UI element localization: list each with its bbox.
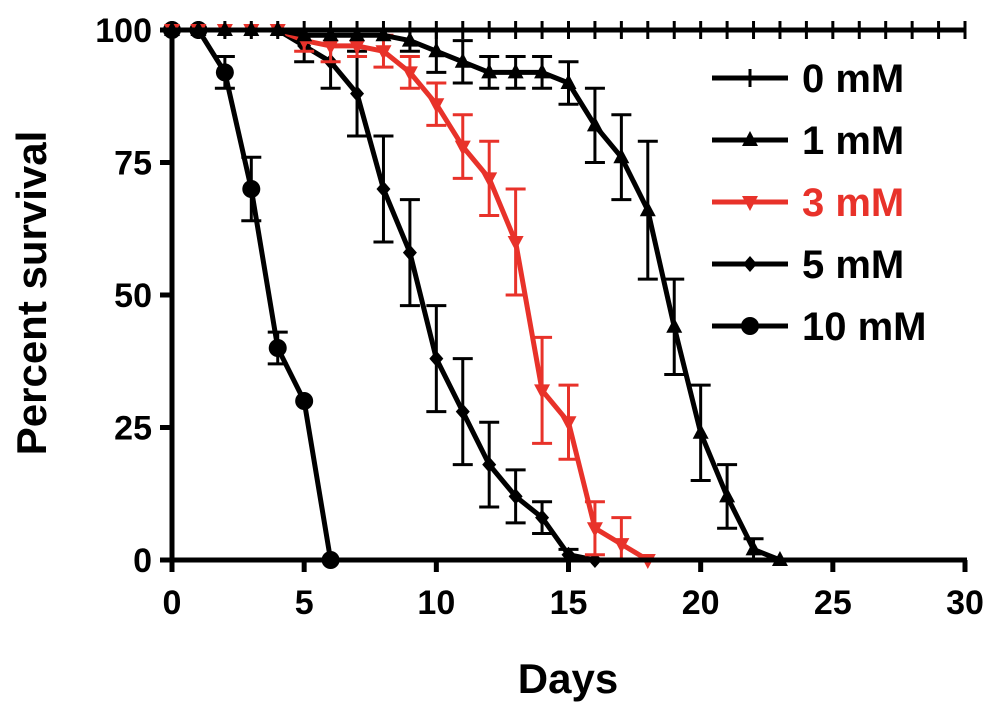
data-point xyxy=(215,63,234,82)
legend-label: 3 mM xyxy=(802,181,904,225)
data-point xyxy=(535,509,550,526)
legend-item: 10 mM xyxy=(712,305,927,349)
legend-label: 10 mM xyxy=(802,305,927,349)
data-point xyxy=(507,236,524,251)
x-tick-label: 20 xyxy=(682,584,720,622)
axes-layer: 0 5 10 15 20 25 30 0 25 50 75 100 xyxy=(95,12,984,622)
data-point xyxy=(402,244,417,261)
legend-label: 1 mM xyxy=(802,119,904,163)
y-tick-label: 50 xyxy=(114,277,152,315)
data-point xyxy=(586,116,603,132)
data-point xyxy=(429,350,444,367)
x-tick-label: 25 xyxy=(814,584,852,622)
data-point xyxy=(482,456,497,473)
legend-item: 3 mM xyxy=(712,181,904,225)
series-1-mm xyxy=(164,21,788,566)
data-point xyxy=(349,39,366,55)
data-point xyxy=(719,487,736,503)
data-point xyxy=(586,522,603,538)
data-point xyxy=(242,180,261,198)
legend-marker xyxy=(742,131,758,146)
data-point xyxy=(455,403,470,420)
legend-label: 0 mM xyxy=(802,57,904,101)
data-point xyxy=(375,45,392,61)
x-tick-label: 0 xyxy=(163,584,182,622)
series-layer xyxy=(163,21,967,569)
data-point xyxy=(428,42,445,58)
x-tick-label: 10 xyxy=(417,584,455,622)
data-point xyxy=(745,540,762,556)
x-axis-title: Days xyxy=(518,655,618,702)
legend-item: 1 mM xyxy=(712,119,904,163)
y-tick-label: 100 xyxy=(95,12,152,50)
data-point xyxy=(534,63,551,79)
data-point xyxy=(534,384,551,400)
legend-label: 5 mM xyxy=(802,243,904,287)
data-point xyxy=(560,74,577,89)
data-point xyxy=(454,140,471,156)
x-tick-label: 5 xyxy=(295,584,314,622)
series-0-mm xyxy=(170,21,967,39)
data-point xyxy=(481,172,498,188)
data-point xyxy=(639,201,656,217)
y-axis-title: Percent survival xyxy=(8,131,55,456)
data-point xyxy=(454,52,471,68)
data-point xyxy=(322,39,339,55)
legend-marker xyxy=(741,317,759,335)
data-point xyxy=(350,85,365,102)
y-tick-label: 25 xyxy=(114,410,152,448)
data-point xyxy=(295,392,314,410)
data-point xyxy=(428,98,445,114)
data-point xyxy=(692,423,709,439)
legend-marker xyxy=(743,256,757,272)
data-point xyxy=(376,181,391,197)
data-point xyxy=(268,339,287,357)
legend-item: 5 mM xyxy=(712,243,904,287)
series-line xyxy=(172,27,334,561)
series-line xyxy=(172,27,781,563)
data-point xyxy=(401,31,418,47)
data-point xyxy=(666,317,683,333)
y-tick-label: 75 xyxy=(114,145,152,183)
data-point xyxy=(560,416,577,432)
data-point xyxy=(613,538,630,554)
data-point xyxy=(401,66,418,82)
series-10-mm xyxy=(163,21,340,569)
data-point xyxy=(508,488,523,505)
legend-item: 0 mM xyxy=(712,57,904,101)
legend-marker xyxy=(742,196,758,211)
y-tick-label: 0 xyxy=(133,542,152,580)
x-tick-label: 30 xyxy=(946,584,984,622)
legend: 0 mM 1 mM 3 mM 5 mM 10 mM xyxy=(712,57,927,349)
data-point xyxy=(507,63,524,79)
data-point xyxy=(613,148,630,164)
x-tick-label: 15 xyxy=(550,584,588,622)
data-point xyxy=(481,63,498,79)
